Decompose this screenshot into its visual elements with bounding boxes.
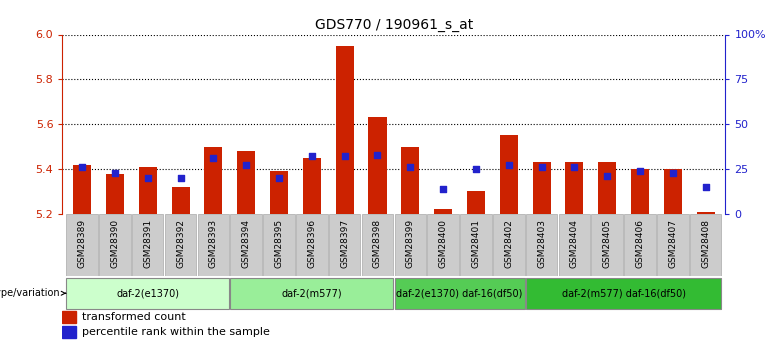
Point	[371, 152, 384, 157]
Text: GSM28394: GSM28394	[242, 219, 250, 268]
Title: GDS770 / 190961_s_at: GDS770 / 190961_s_at	[315, 18, 473, 32]
Bar	[296, 214, 328, 276]
Bar	[697, 212, 714, 214]
Bar	[204, 147, 222, 214]
Bar	[62, 326, 76, 338]
Bar	[303, 158, 321, 214]
Bar	[434, 209, 452, 214]
Text: daf-2(m577): daf-2(m577)	[282, 288, 342, 298]
Point	[568, 165, 580, 170]
Text: GSM28404: GSM28404	[570, 219, 579, 268]
Point	[108, 170, 121, 175]
Text: GSM28403: GSM28403	[537, 219, 546, 268]
Bar	[526, 214, 558, 276]
Bar	[99, 214, 131, 276]
Point	[207, 156, 220, 161]
Bar	[270, 171, 288, 214]
Point	[273, 175, 285, 181]
Bar	[500, 136, 518, 214]
Bar	[460, 214, 491, 276]
Text: GSM28396: GSM28396	[307, 219, 317, 268]
Bar	[362, 214, 393, 276]
Point	[437, 186, 449, 191]
Point	[76, 165, 88, 170]
Bar	[335, 46, 353, 214]
Bar	[395, 278, 524, 309]
Text: GSM28408: GSM28408	[701, 219, 711, 268]
Point	[404, 165, 417, 170]
Point	[601, 174, 614, 179]
Text: GSM28405: GSM28405	[603, 219, 612, 268]
Text: GSM28398: GSM28398	[373, 219, 382, 268]
Text: GSM28401: GSM28401	[471, 219, 480, 268]
Bar	[197, 214, 229, 276]
Bar	[664, 169, 682, 214]
Point	[174, 175, 186, 181]
Text: daf-2(m577) daf-16(df50): daf-2(m577) daf-16(df50)	[562, 288, 686, 298]
Bar	[558, 214, 590, 276]
Bar	[230, 214, 262, 276]
Text: daf-2(e1370) daf-16(df50): daf-2(e1370) daf-16(df50)	[396, 288, 523, 298]
Bar	[598, 162, 616, 214]
Bar	[237, 151, 255, 214]
Bar	[427, 214, 459, 276]
Point	[502, 163, 515, 168]
Text: GSM28390: GSM28390	[111, 219, 119, 268]
Point	[667, 170, 679, 175]
Bar	[165, 214, 197, 276]
Bar	[106, 174, 124, 214]
Point	[634, 168, 647, 174]
Point	[339, 154, 351, 159]
Point	[535, 165, 548, 170]
Bar	[467, 191, 485, 214]
Text: percentile rank within the sample: percentile rank within the sample	[83, 327, 270, 337]
Bar	[533, 162, 551, 214]
Text: GSM28391: GSM28391	[144, 219, 152, 268]
Point	[306, 154, 318, 159]
Bar	[624, 214, 656, 276]
Bar	[66, 214, 98, 276]
Point	[700, 184, 712, 190]
Bar	[631, 169, 649, 214]
Bar	[493, 214, 524, 276]
Bar	[395, 214, 426, 276]
Bar	[526, 278, 722, 309]
Text: GSM28407: GSM28407	[668, 219, 677, 268]
Text: GSM28393: GSM28393	[209, 219, 218, 268]
Bar	[172, 187, 190, 214]
Bar	[401, 147, 420, 214]
Text: GSM28392: GSM28392	[176, 219, 185, 268]
Bar	[368, 118, 387, 214]
Text: transformed count: transformed count	[83, 312, 186, 322]
Point	[141, 175, 154, 181]
Bar	[657, 214, 689, 276]
Bar	[566, 162, 583, 214]
Bar	[230, 278, 393, 309]
Text: GSM28397: GSM28397	[340, 219, 349, 268]
Bar	[591, 214, 623, 276]
Bar	[73, 165, 91, 214]
Text: genotype/variation: genotype/variation	[0, 288, 66, 298]
Text: GSM28395: GSM28395	[275, 219, 283, 268]
Bar	[264, 214, 295, 276]
Text: GSM28399: GSM28399	[406, 219, 415, 268]
Bar	[132, 214, 164, 276]
Text: GSM28406: GSM28406	[636, 219, 644, 268]
Bar	[329, 214, 360, 276]
Text: GSM28402: GSM28402	[505, 219, 513, 268]
Text: daf-2(e1370): daf-2(e1370)	[116, 288, 179, 298]
Bar	[66, 278, 229, 309]
Point	[470, 166, 482, 172]
Bar	[690, 214, 722, 276]
Bar	[139, 167, 157, 214]
Bar	[62, 310, 76, 323]
Point	[240, 163, 253, 168]
Text: GSM28389: GSM28389	[77, 219, 87, 268]
Text: GSM28400: GSM28400	[438, 219, 448, 268]
